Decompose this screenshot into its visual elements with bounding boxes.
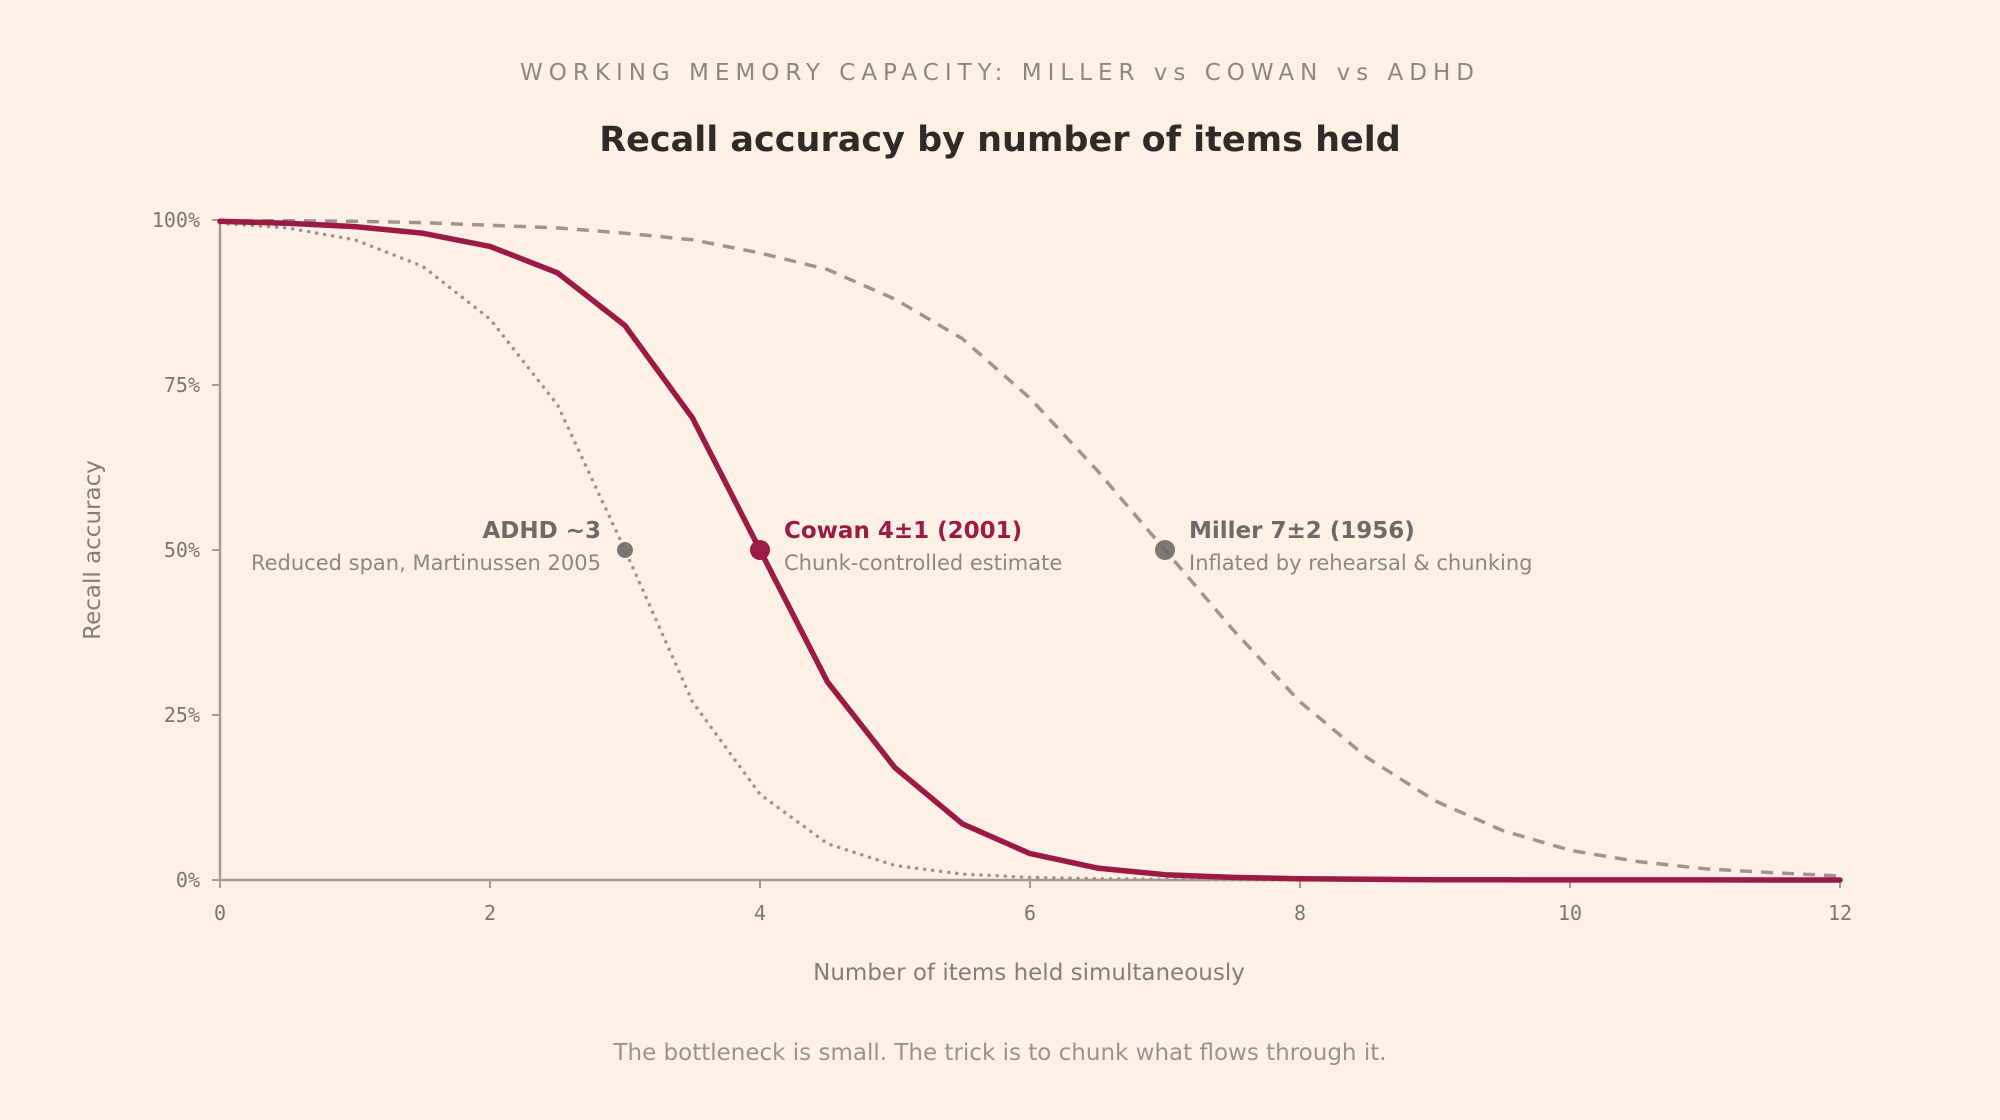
x-tick-label: 10 (1558, 901, 1582, 925)
chart-title: Recall accuracy by number of items held (599, 120, 1401, 160)
chart-caption: The bottleneck is small. The trick is to… (612, 1040, 1386, 1066)
x-tick-label: 8 (1294, 901, 1306, 925)
annotation-subtitle-miller: Inflated by rehearsal & chunking (1189, 551, 1533, 575)
annotation-point-adhd (617, 542, 633, 558)
series-line-miller (220, 218, 1841, 878)
annotation-subtitle-adhd: Reduced span, Martinussen 2005 (251, 551, 601, 575)
series-line-cowan (217, 218, 1843, 883)
y-tick-label: 0% (176, 868, 200, 892)
y-axis-label: Recall accuracy (80, 460, 106, 640)
x-tick-label: 6 (1024, 901, 1036, 925)
series-line-adhd (218, 221, 1842, 882)
chart-kicker: WORKING MEMORY CAPACITY: MILLER vs COWAN… (520, 60, 1480, 86)
annotation-title-adhd: ADHD ~3 (482, 518, 601, 544)
annotation-point-cowan (750, 540, 770, 560)
x-tick-label: 0 (214, 901, 226, 925)
annotation-subtitle-cowan: Chunk-controlled estimate (784, 551, 1062, 575)
y-tick-label: 25% (164, 703, 200, 727)
plot-area: 0 2 4 6 8 10 12 0% 25% 50% 75% 100% ADHD ~3 Reduced s… (152, 208, 1852, 925)
annotation-title-miller: Miller 7±2 (1956) (1189, 518, 1415, 544)
x-axis-label: Number of items held simultaneously (813, 960, 1245, 986)
annotation-title-cowan: Cowan 4±1 (2001) (784, 518, 1022, 544)
x-tick-label: 12 (1828, 901, 1852, 925)
x-tick-label: 2 (484, 901, 496, 925)
y-tick-label: 100% (152, 208, 200, 232)
y-tick-label: 50% (164, 538, 200, 562)
x-tick-label: 4 (754, 901, 766, 925)
annotation-point-miller (1155, 540, 1175, 560)
y-tick-label: 75% (164, 373, 200, 397)
